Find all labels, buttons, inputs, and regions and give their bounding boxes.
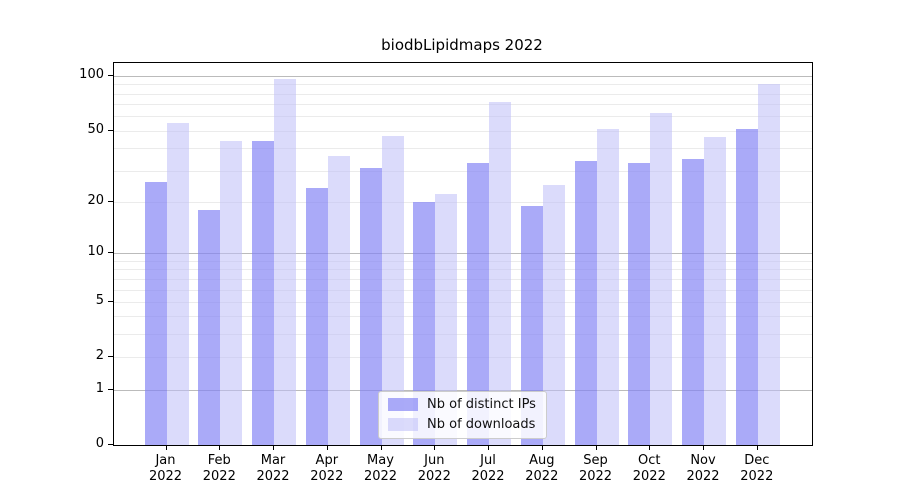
x-tick-jan [165, 445, 167, 450]
bar-ips-jun [413, 201, 436, 445]
x-tick-oct [649, 445, 651, 450]
y-tick-label-50: 50 [87, 121, 104, 137]
downloads-swatch-icon [388, 418, 418, 431]
x-tick-label-mar: Mar 2022 [256, 453, 290, 484]
bar-ips-aug [520, 205, 543, 445]
x-tick-label-may: May 2022 [363, 453, 398, 484]
gridline-minor-2 [114, 357, 812, 359]
gridline-minor-9 [114, 260, 812, 262]
x-tick-label-jul: Jul 2022 [471, 453, 505, 484]
bar-downloads-feb [220, 140, 243, 445]
y-tick-label-10: 10 [87, 244, 104, 260]
y-tick-100 [108, 75, 113, 77]
y-tick-0 [108, 444, 113, 445]
legend-label-downloads: Nb of downloads [427, 417, 536, 432]
bar-ips-sep [574, 160, 597, 445]
x-tick-sep [595, 445, 597, 450]
bar-ips-jul [467, 163, 489, 445]
bar-downloads-sep [596, 129, 619, 445]
gridline-minor-7 [114, 278, 812, 280]
gridline-minor-90 [114, 84, 812, 86]
gridline-minor-20 [114, 201, 812, 203]
gridline-minor-4 [114, 316, 812, 318]
gridline-minor-8 [114, 269, 812, 271]
x-tick-label-dec: Dec 2022 [740, 453, 774, 484]
y-tick-50 [108, 129, 113, 131]
bar-ips-feb [198, 209, 221, 445]
y-tick-10 [108, 252, 113, 254]
x-tick-jun [434, 445, 436, 450]
bar-downloads-oct [650, 112, 673, 445]
plot-area [113, 62, 813, 446]
x-tick-label-aug: Aug 2022 [525, 453, 559, 484]
y-tick-label-5: 5 [95, 292, 104, 308]
bar-ips-jan [144, 181, 167, 445]
x-tick-label-apr: Apr 2022 [310, 453, 344, 484]
bar-downloads-jul [489, 102, 511, 445]
bar-downloads-nov [704, 137, 726, 445]
x-tick-nov [703, 445, 704, 450]
gridline-major-100 [114, 76, 812, 78]
bar-downloads-apr [327, 156, 350, 445]
x-tick-apr [326, 445, 328, 450]
legend-item-downloads: Nb of downloads [388, 417, 536, 432]
legend-item-distinct-ips: Nb of distinct IPs [388, 397, 536, 412]
y-tick-label-1: 1 [95, 380, 104, 396]
bar-downloads-may [381, 135, 404, 445]
x-tick-label-jun: Jun 2022 [417, 453, 451, 484]
gridline-minor-5 [114, 301, 812, 303]
y-tick-label-2: 2 [95, 348, 104, 364]
gridline-minor-70 [114, 104, 812, 106]
bar-ips-nov [682, 158, 704, 445]
x-tick-label-feb: Feb 2022 [202, 453, 236, 484]
gridline-major-1 [114, 389, 812, 391]
x-tick-label-jan: Jan 2022 [148, 453, 183, 484]
bar-downloads-dec [757, 84, 780, 445]
gridline-minor-30 [114, 170, 812, 172]
legend-label-ips: Nb of distinct IPs [427, 397, 536, 412]
y-tick-label-0: 0 [95, 436, 104, 451]
legend: Nb of distinct IPs Nb of downloads [378, 391, 547, 439]
x-tick-aug [541, 445, 543, 450]
bar-ips-oct [628, 163, 651, 445]
y-tick-5 [108, 300, 113, 302]
bar-ips-may [359, 168, 382, 445]
x-tick-dec [756, 445, 758, 450]
x-tick-label-sep: Sep 2022 [578, 453, 613, 484]
y-tick-label-20: 20 [87, 192, 104, 208]
gridline-minor-80 [114, 93, 812, 95]
ips-swatch-icon [388, 398, 418, 411]
x-tick-label-nov: Nov 2022 [686, 453, 720, 484]
x-tick-label-oct: Oct 2022 [632, 453, 666, 484]
x-tick-feb [219, 445, 221, 450]
x-tick-jul [488, 445, 489, 450]
x-tick-may [380, 445, 382, 450]
y-tick-1 [108, 388, 113, 390]
y-tick-2 [108, 356, 113, 358]
bar-ips-mar [252, 140, 274, 445]
chart-title: biodbLipidmaps 2022 [381, 36, 543, 54]
bar-downloads-jan [166, 123, 189, 445]
y-tick-label-100: 100 [79, 67, 104, 83]
bar-downloads-aug [542, 184, 565, 445]
gridline-minor-50 [114, 130, 812, 132]
gridline-minor-6 [114, 289, 812, 291]
bar-downloads-jun [435, 194, 458, 445]
gridline-minor-60 [114, 116, 812, 118]
bar-ips-dec [735, 129, 758, 445]
x-tick-mar [273, 445, 274, 450]
bar-downloads-mar [274, 78, 296, 445]
gridline-minor-40 [114, 148, 812, 150]
gridline-minor-3 [114, 334, 812, 336]
y-tick-20 [108, 200, 113, 202]
gridline-major-10 [114, 253, 812, 255]
bar-ips-apr [305, 187, 328, 445]
